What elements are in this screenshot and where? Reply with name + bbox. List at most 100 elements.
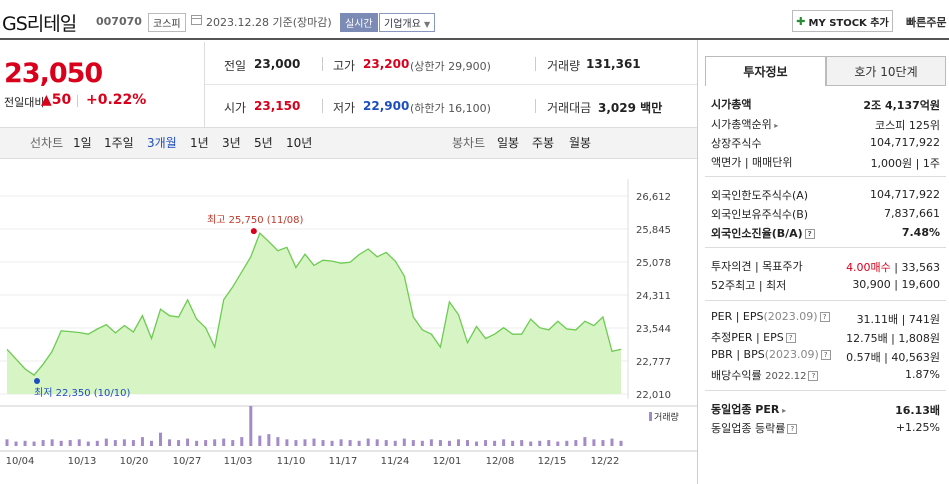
volume-bar [520,440,524,446]
amount-value: 3,029 백만 [598,99,662,116]
y-tick-label: 23,544 [636,324,671,335]
volume-bars [0,405,697,452]
help-icon[interactable]: ? [787,424,798,434]
stock-name: GS리테일 [2,13,77,35]
volume-bar [511,440,515,446]
divider [77,95,78,107]
divider [322,99,323,113]
tab-3y[interactable]: 3년 [222,136,241,150]
tab-invest-info[interactable]: 투자정보 [705,56,826,86]
change-percent: +0.22% [86,92,147,108]
sector-change-value: +1.25% [895,421,940,434]
target-price: | 33,563 [894,261,940,274]
tab-orderbook[interactable]: 호가 10단계 [826,56,946,86]
per-value: 31.11배 | 741원 [856,313,940,326]
y-tick-label: 26,612 [636,192,671,203]
change-amount: 50 [51,92,72,108]
tab-daily[interactable]: 일봉 [497,136,520,150]
calendar-icon [191,15,202,25]
quick-order-link[interactable]: 빠른주문 [906,16,947,29]
tab-1d[interactable]: 1일 [73,136,92,150]
volume-label: 거래량 [547,59,581,73]
volume-bar [59,440,63,446]
x-tick-label: 11/24 [381,456,410,467]
plus-icon: ✚ [796,14,806,28]
tab-1w[interactable]: 1주일 [104,136,134,150]
help-icon[interactable]: ? [785,333,796,343]
tab-weekly[interactable]: 주봉 [532,136,555,150]
divider [535,99,536,113]
volume-bar [222,438,226,446]
section-divider [705,247,946,248]
volume-bar [402,438,406,446]
panel-divider [697,40,698,484]
amount-unit: 백만 [640,101,663,115]
volume-bar [68,440,72,446]
dividend-text: 배당수익률 [711,369,762,382]
foreign-hold-value: 7,837,661 [884,207,940,220]
upper-limit: (상한가 29,900) [410,60,491,73]
dividend-value: 1.87% [905,368,940,381]
chevron-right-icon[interactable]: ▸ [771,121,779,130]
help-icon[interactable]: ? [819,312,830,322]
live-button[interactable]: 실시간 [340,13,378,32]
y-tick-label: 25,845 [636,225,671,236]
volume-bar [493,440,497,446]
divider [322,57,323,71]
volume-bar [5,439,9,446]
tab-3m[interactable]: 3개월 [147,136,177,150]
volume-bar [32,441,36,446]
tab-1y[interactable]: 1년 [190,136,209,150]
chevron-right-icon[interactable]: ▸ [779,406,787,415]
add-mystock-button[interactable]: ✚ MY STOCK 추가 [792,10,893,32]
volume-bar [447,440,451,446]
tab-5y[interactable]: 5년 [254,136,273,150]
dividend-label: 배당수익률 2022.12? [711,367,819,383]
low-label: 최저 22,350 (10/10) [34,387,130,399]
volume-bar [113,440,117,446]
tab-10y[interactable]: 10년 [286,136,313,150]
volume-bar [375,439,379,446]
volume-legend: 거래량 [654,411,679,423]
chart-tabbar [0,127,697,159]
help-icon[interactable]: ? [808,371,819,381]
opinion-value: 4.00매수 | 33,563 [846,259,940,275]
section-divider [705,300,946,301]
help-icon[interactable]: ? [804,229,815,239]
tab-monthly[interactable]: 월봉 [569,136,592,150]
sector-per-value: 16.13배 [895,404,940,417]
opinion-label: 투자의견 | 목표주가 [711,260,803,273]
prev-label: 전일 [224,59,247,73]
price-chart[interactable]: 26,612 25,845 25,078 24,311 23,544 22,777 22,0… [0,159,697,484]
company-overview-dropdown[interactable]: 기업개요 ▼ [379,13,436,32]
change-label: 전일대비 [4,96,45,109]
tab-active-gap [706,85,825,86]
x-tick-label: 10/27 [173,456,202,467]
volume-bar [538,440,542,446]
volume-bar [240,437,244,446]
volume-bar [556,441,560,446]
x-axis-ticks: 10/04 10/13 10/20 10/27 11/03 11/10 11/17 11/24… [6,456,620,467]
x-tick-label: 10/13 [68,456,97,467]
week52-value: 30,900 | 19,600 [852,278,940,291]
pbr-label: PBR | BPS(2023.09)? [711,348,831,361]
volume-bar [420,440,424,446]
x-tick-label: 12/22 [591,456,620,467]
rank-text: 시가총액순위 [711,118,772,131]
volume-bar [41,440,45,446]
volume-bar [276,437,280,446]
volume-bar [475,441,479,446]
high-low-marks: 최고 25,750 (11/08) 최저 22,350 (10/10) [34,214,303,399]
volume-bar [547,440,551,446]
help-icon[interactable]: ? [820,350,831,360]
quote-divider [205,84,697,85]
volume-bar [204,440,208,446]
volume-bar [438,440,442,446]
x-tick-label: 10/20 [120,456,149,467]
pbr-text: PBR | BPS [711,348,765,361]
volume-bar [312,438,316,446]
volume-value: 131,361 [586,57,641,71]
volume-bar [131,440,135,446]
line-chart-label: 선차트 [30,136,64,150]
volume-bar [14,441,18,446]
